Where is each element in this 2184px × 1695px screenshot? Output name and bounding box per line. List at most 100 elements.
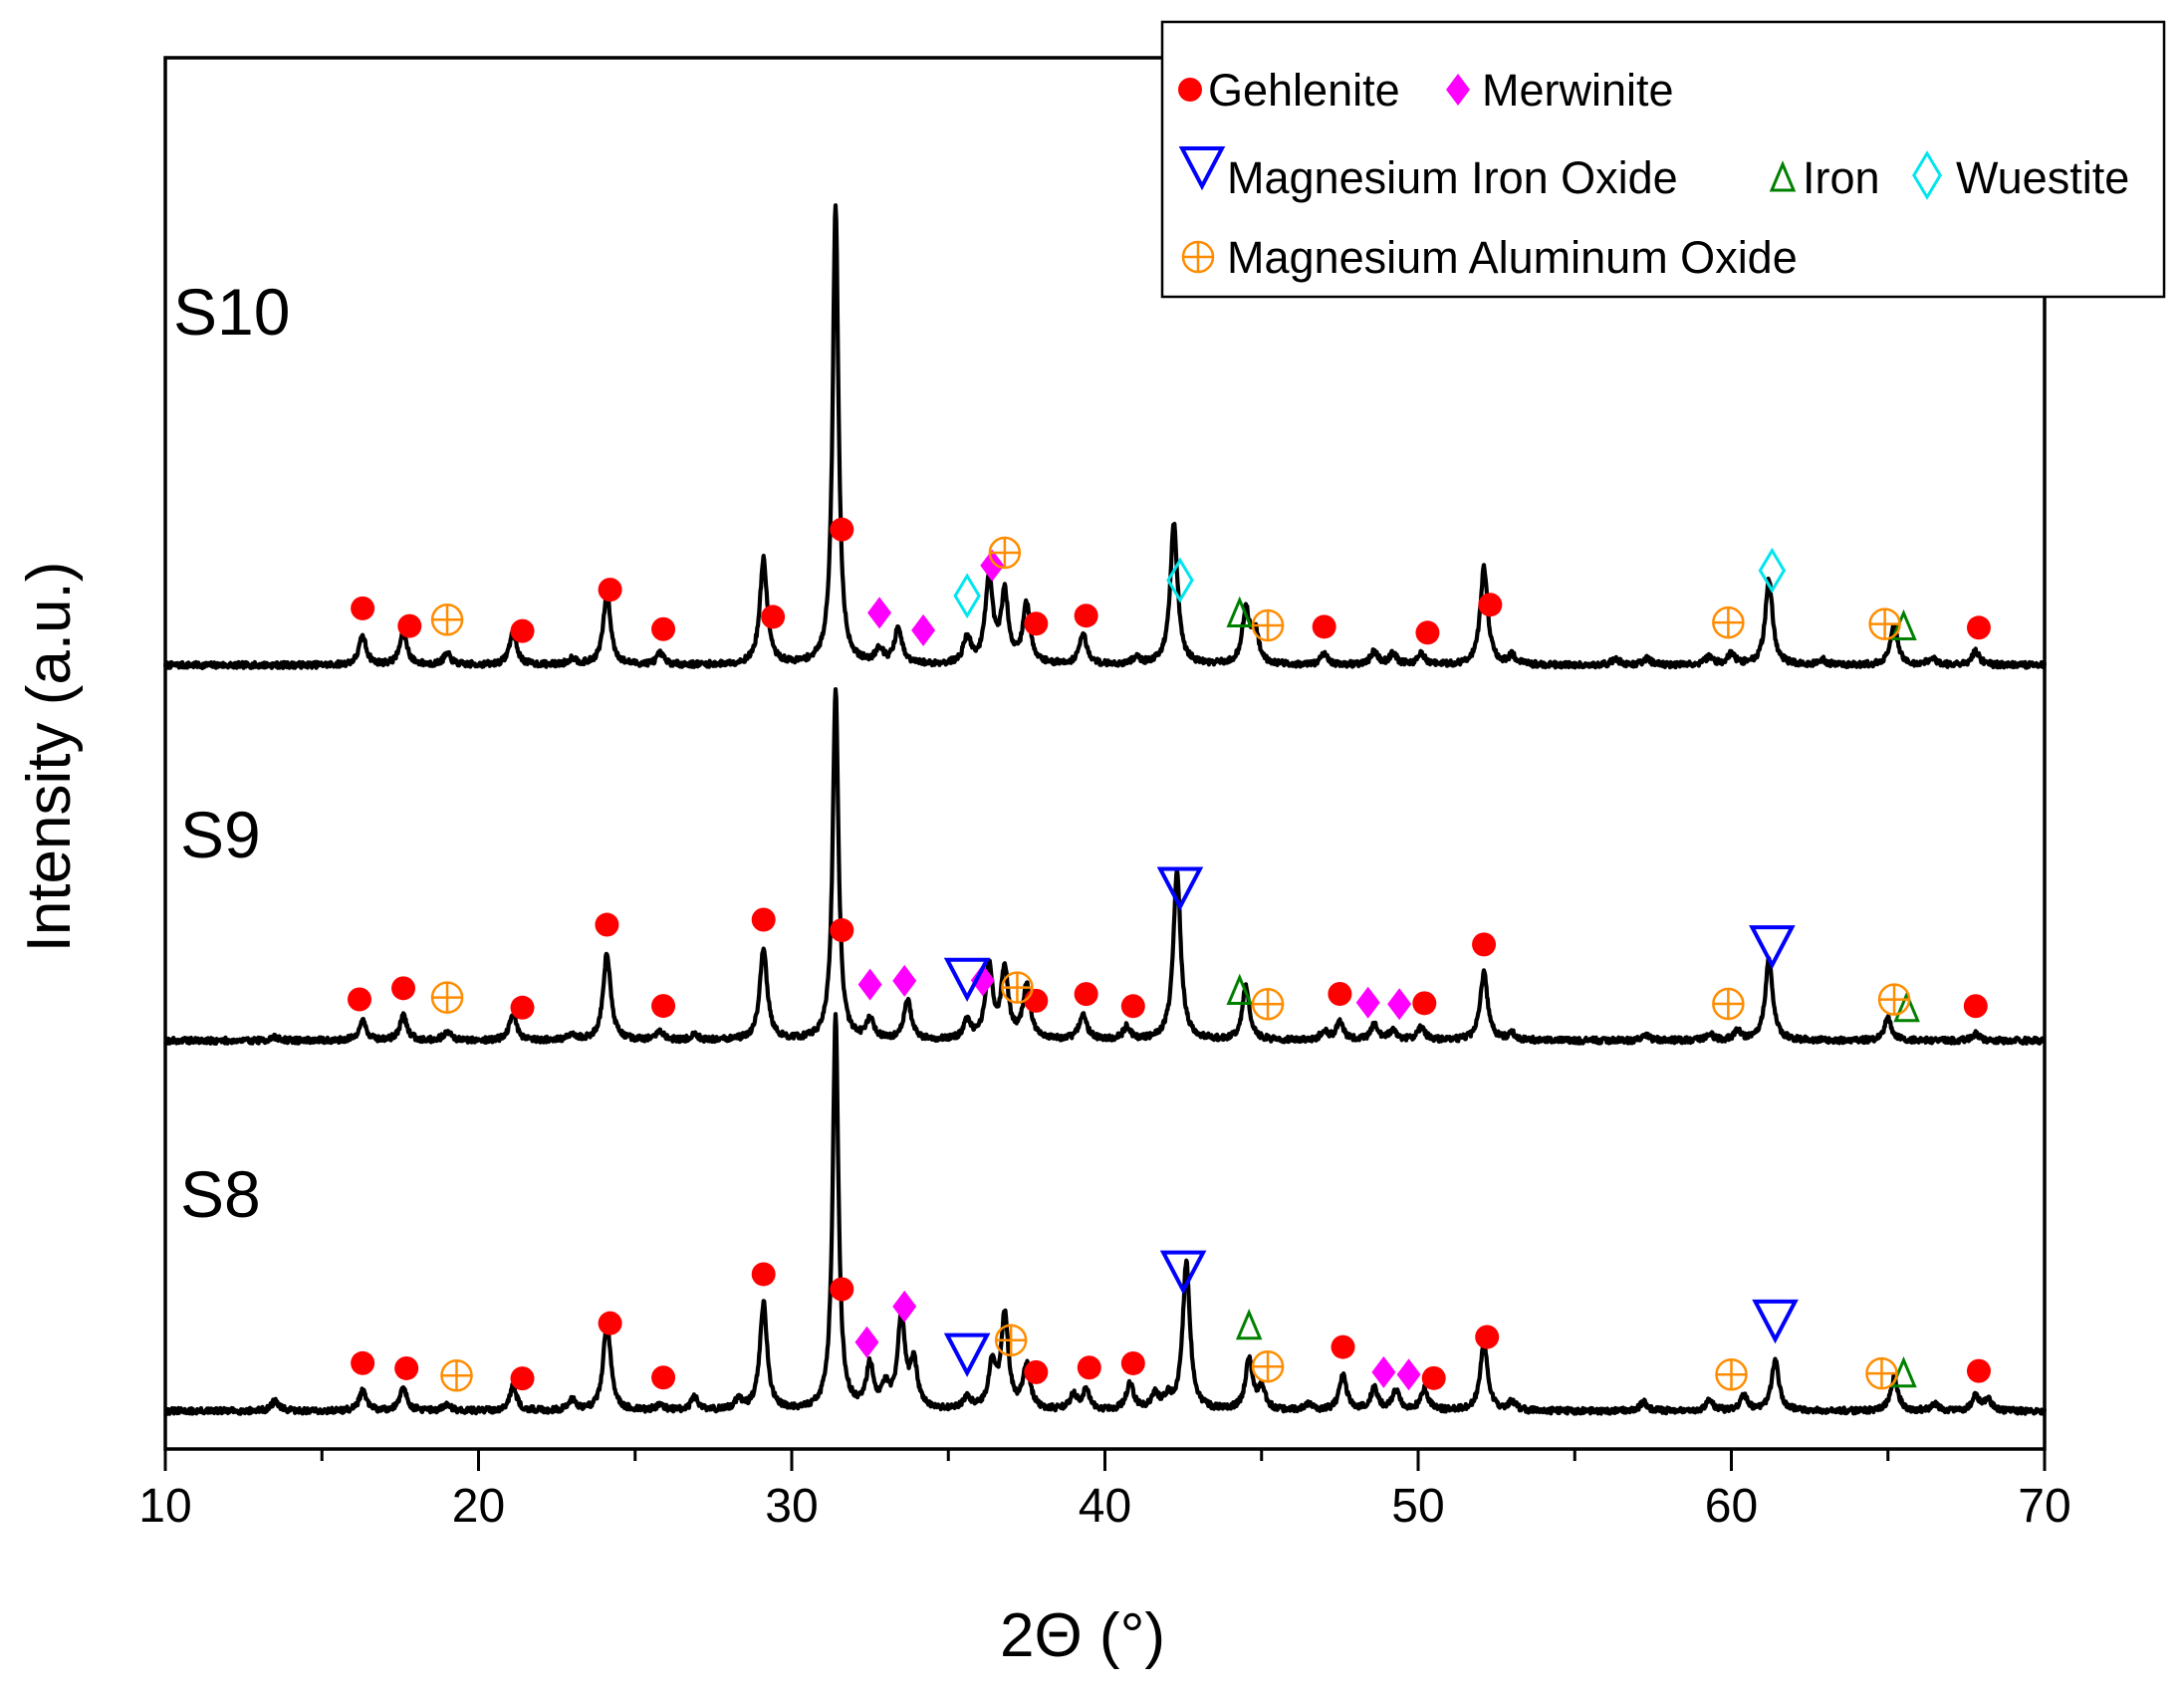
- marker-gehlenite-s10: [1312, 614, 1336, 639]
- marker-gehlenite-s9: [1024, 988, 1049, 1013]
- marker-gehlenite-s10: [1074, 604, 1098, 628]
- legend-box: [1160, 20, 2166, 299]
- marker-mgalo-s9: [1877, 983, 1911, 1016]
- marker-gehlenite-s10: [830, 517, 854, 542]
- marker-gehlenite-s10: [651, 616, 676, 641]
- marker-mgfeo-s9: [1156, 866, 1204, 911]
- marker-gehlenite-s9: [1074, 982, 1098, 1007]
- marker-mgalo-s10: [988, 536, 1022, 570]
- marker-mgalo-s8: [994, 1324, 1028, 1357]
- marker-iron-s8: [1235, 1308, 1263, 1340]
- marker-mgalo-s10: [1868, 607, 1901, 640]
- x-axis-label: 2Θ (°): [1000, 1601, 1165, 1670]
- marker-mgalo-s8: [1251, 1349, 1285, 1383]
- marker-gehlenite-s10: [598, 578, 622, 603]
- series-line-s9: [163, 687, 2047, 1046]
- marker-gehlenite-s8: [1077, 1355, 1101, 1380]
- marker-merwinite-s9: [1387, 988, 1412, 1021]
- marker-gehlenite-s9: [347, 987, 371, 1012]
- marker-mgalo-s8: [1865, 1356, 1898, 1390]
- marker-merwinite-s8: [892, 1290, 917, 1323]
- marker-mgalo-s9: [430, 981, 464, 1014]
- series-label-s8: S8: [180, 1157, 261, 1231]
- marker-gehlenite-s8: [830, 1277, 854, 1302]
- x-tick-label: 20: [452, 1480, 505, 1533]
- marker-gehlenite-s9: [751, 907, 776, 932]
- marker-gehlenite-s8: [1421, 1365, 1446, 1390]
- marker-gehlenite-s8: [1024, 1359, 1049, 1384]
- marker-merwinite-s8: [1396, 1358, 1421, 1391]
- marker-gehlenite-s9: [1472, 932, 1497, 957]
- marker-gehlenite-s9: [1328, 982, 1352, 1007]
- marker-iron-s8: [1890, 1355, 1917, 1388]
- marker-wuestite-s10: [1166, 557, 1194, 604]
- y-axis-label: Intensity (a.u.): [15, 562, 84, 953]
- series-line-s10: [162, 203, 2048, 670]
- marker-gehlenite-s9: [510, 995, 535, 1020]
- marker-gehlenite-s8: [651, 1365, 676, 1390]
- marker-merwinite-s9: [892, 964, 917, 997]
- marker-gehlenite-s8: [1966, 1358, 1991, 1383]
- marker-mgalo-s10: [430, 604, 464, 636]
- marker-gehlenite-s9: [1120, 994, 1145, 1019]
- marker-wuestite-s10: [1758, 547, 1787, 594]
- legend-symbol-mgfeo: [1178, 146, 1226, 191]
- marker-merwinite-s10: [867, 597, 892, 629]
- marker-gehlenite-s9: [1412, 991, 1437, 1016]
- x-tick-label: 60: [1705, 1480, 1758, 1533]
- marker-gehlenite-s9: [1963, 994, 1988, 1019]
- marker-mgalo-s9: [1712, 987, 1745, 1021]
- marker-gehlenite-s10: [1966, 615, 1991, 640]
- marker-mgfeo-s9: [943, 957, 991, 1003]
- legend-symbol-gehlenite: [1178, 78, 1202, 102]
- marker-gehlenite-s8: [351, 1350, 375, 1375]
- marker-merwinite-s8: [854, 1326, 879, 1358]
- marker-merwinite-s10: [911, 613, 936, 646]
- marker-gehlenite-s10: [1478, 593, 1503, 617]
- marker-gehlenite-s8: [510, 1366, 535, 1391]
- legend-symbol-mgalo: [1181, 240, 1215, 274]
- legend-label-mgalo: Magnesium Aluminum Oxide: [1227, 232, 1798, 283]
- marker-gehlenite-s10: [397, 613, 422, 638]
- x-axis: 10 20 30 40 50 60 70: [138, 1449, 2071, 1533]
- marker-gehlenite-s9: [651, 994, 676, 1019]
- marker-mgalo-s8: [1715, 1358, 1748, 1391]
- marker-gehlenite-s8: [1331, 1334, 1355, 1359]
- legend-symbol-wuestite: [1912, 150, 1942, 200]
- x-tick-label: 50: [1391, 1480, 1444, 1533]
- legend: Gehlenite Merwinite Magnesium Iron Oxide…: [1160, 20, 2166, 299]
- marker-gehlenite-s9: [595, 912, 619, 937]
- marker-mgalo-s10: [1251, 608, 1285, 642]
- marker-gehlenite-s9: [391, 976, 416, 1001]
- marker-iron-s9: [1226, 973, 1253, 1006]
- legend-label-gehlenite: Gehlenite: [1208, 65, 1400, 116]
- marker-mgalo-s9: [1251, 987, 1285, 1021]
- marker-wuestite-s10: [953, 573, 981, 619]
- marker-gehlenite-s8: [751, 1262, 776, 1287]
- marker-merwinite-s10: [980, 549, 1005, 582]
- marker-mgalo-s10: [1712, 605, 1745, 639]
- marker-gehlenite-s10: [761, 605, 786, 629]
- series-line-s8: [163, 1012, 2048, 1416]
- marker-gehlenite-s8: [1475, 1325, 1500, 1349]
- phase-markers: [347, 517, 1991, 1392]
- legend-symbol-merwinite: [1446, 74, 1470, 106]
- x-tick-label: 30: [765, 1480, 818, 1533]
- legend-label-wuestite: Wuestite: [1956, 152, 2129, 203]
- series-label-s9: S9: [180, 798, 261, 871]
- marker-gehlenite-s8: [394, 1355, 419, 1380]
- marker-gehlenite-s9: [830, 918, 854, 943]
- marker-mgalo-s9: [1001, 971, 1034, 1004]
- marker-iron-s9: [1893, 990, 1920, 1023]
- marker-gehlenite-s10: [1415, 620, 1440, 645]
- marker-mgalo-s8: [440, 1359, 473, 1392]
- marker-gehlenite-s8: [598, 1311, 622, 1335]
- marker-mgfeo-s8: [1159, 1250, 1207, 1295]
- marker-gehlenite-s10: [1024, 611, 1049, 636]
- marker-merwinite-s9: [970, 964, 995, 997]
- marker-iron-s10: [1890, 608, 1917, 641]
- x-tick-label: 40: [1079, 1480, 1131, 1533]
- legend-label-merwinite: Merwinite: [1482, 65, 1674, 116]
- marker-merwinite-s8: [1371, 1355, 1396, 1388]
